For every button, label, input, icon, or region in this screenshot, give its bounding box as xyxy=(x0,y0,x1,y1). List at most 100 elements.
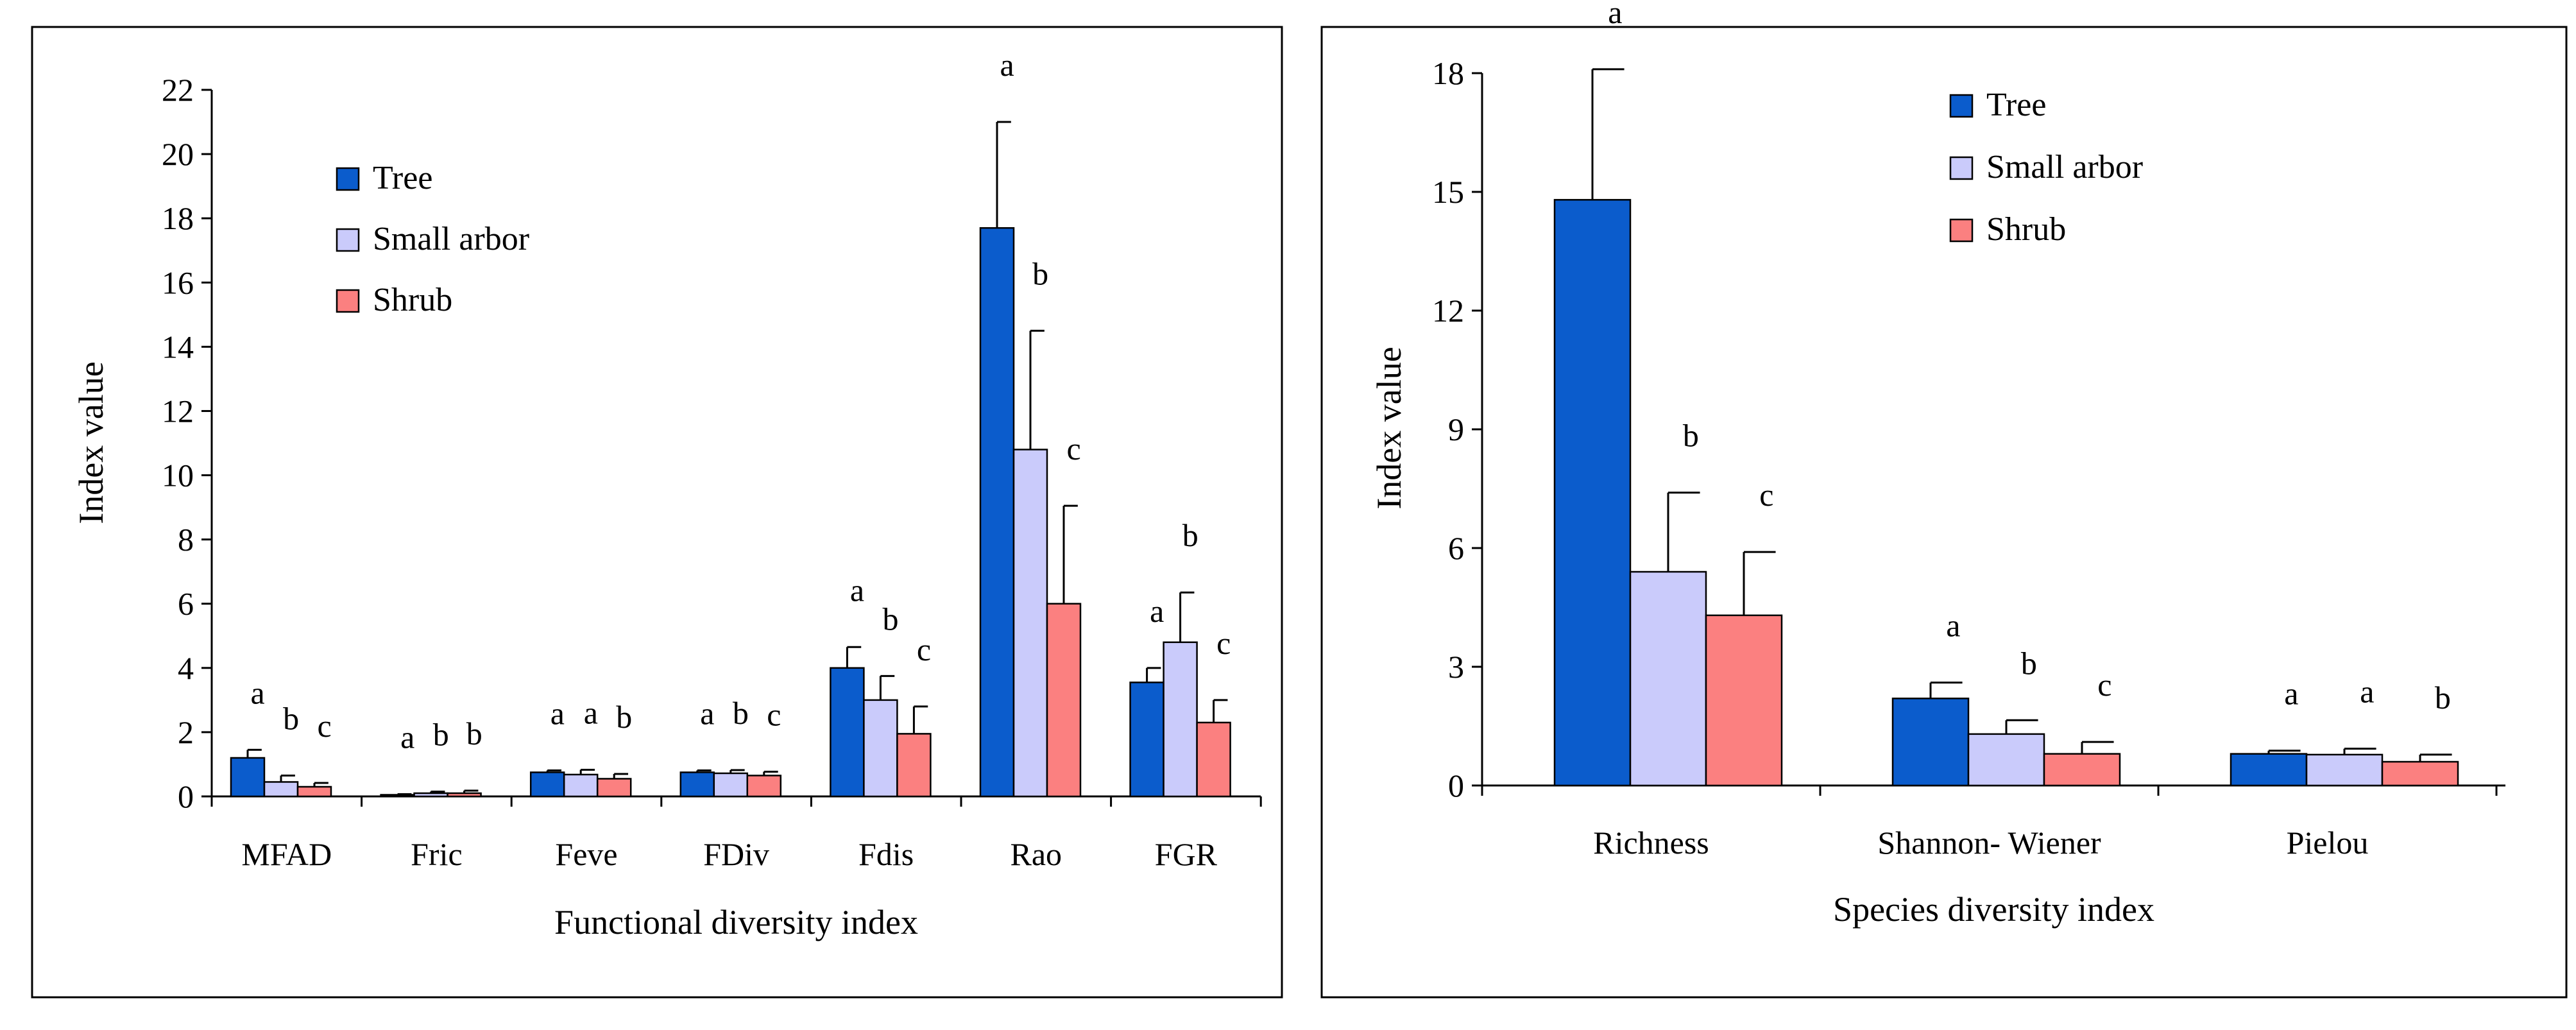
legend-swatch-shrub xyxy=(336,289,360,313)
bar-shrub xyxy=(296,785,332,798)
bar-small_arbor xyxy=(863,699,898,798)
significance-letter: c xyxy=(917,631,931,667)
x-tick-label: Shannon- Wiener xyxy=(1877,825,2101,861)
chart-1: 0 2 4 6 8 10 12 14 16 18 20 22 MFAD Fric Feve FDiv Fdis R… xyxy=(72,47,1262,941)
x-tick-label: FGR xyxy=(1155,836,1218,872)
bar-small_arbor xyxy=(1967,733,2045,787)
bar-tree xyxy=(230,757,266,798)
legend-label: Tree xyxy=(1986,87,2046,123)
significance-letter: c xyxy=(1759,477,1773,513)
bar-small_arbor xyxy=(563,773,599,798)
legend-swatch-tree xyxy=(1949,94,1974,118)
y-tick-label: 9 xyxy=(1448,411,1464,447)
chart-2: 0 3 6 9 12 15 18 Richness Shannon- Wiener Pielou a… xyxy=(1370,0,2505,929)
significance-letter: a xyxy=(2284,676,2298,712)
significance-letter: b xyxy=(616,699,632,735)
x-tick-label: MFAD xyxy=(241,836,332,872)
significance-letter: c xyxy=(1216,625,1231,661)
significance-letter: b xyxy=(1032,255,1048,291)
legend-swatch-shrub xyxy=(1949,218,1974,243)
bar-tree xyxy=(2230,753,2308,787)
x-tick-label: Feve xyxy=(555,836,617,872)
bar-small_arbor xyxy=(1629,571,1707,787)
significance-letter: a xyxy=(2360,674,2374,710)
bar-shrub xyxy=(896,733,932,798)
y-tick-label: 15 xyxy=(1432,174,1464,210)
y-tick-label: 10 xyxy=(162,458,194,494)
legend-label: Shrub xyxy=(1986,211,2066,248)
bar-shrub xyxy=(596,778,632,798)
x-axis-label: Species diversity index xyxy=(1833,890,2154,929)
y-tick-label: 18 xyxy=(1432,55,1464,91)
legend-swatch-small_arbor xyxy=(1949,156,1974,180)
significance-letter: b xyxy=(2435,680,2451,716)
significance-letter: a xyxy=(250,674,264,710)
legend-label: Small arbor xyxy=(1986,149,2143,185)
significance-letter: b xyxy=(1182,517,1198,553)
significance-letter: a xyxy=(400,719,414,755)
legend-swatch-small_arbor xyxy=(336,228,360,252)
significance-letter: a xyxy=(1946,608,1960,644)
y-tick-label: 22 xyxy=(162,72,194,108)
significance-letter: b xyxy=(733,695,749,731)
significance-letter: c xyxy=(767,696,781,732)
significance-letter: c xyxy=(317,708,331,744)
bar-small_arbor xyxy=(713,772,749,798)
bar-small_arbor xyxy=(1163,641,1198,798)
significance-letter: a xyxy=(584,694,598,730)
bar-tree xyxy=(529,771,565,798)
legend-swatch-tree xyxy=(336,167,360,191)
y-tick-label: 20 xyxy=(162,136,194,172)
significance-letter: a xyxy=(1000,47,1014,83)
significance-letter: b xyxy=(466,716,482,751)
y-tick-label: 6 xyxy=(178,586,194,622)
x-tick-label: Fdis xyxy=(858,836,914,872)
bar-shrub xyxy=(1705,614,1783,787)
y-axis-label: Index value xyxy=(1370,347,1408,509)
significance-letter: b xyxy=(2021,645,2037,681)
significance-letter: b xyxy=(283,700,299,736)
y-tick-label: 2 xyxy=(178,714,194,750)
significance-letter: a xyxy=(550,695,565,731)
bar-tree xyxy=(679,771,715,798)
bar-small_arbor xyxy=(1012,449,1048,798)
y-tick-label: 0 xyxy=(178,778,194,814)
bar-tree xyxy=(1891,698,1970,787)
significance-letter: a xyxy=(1608,0,1622,30)
bar-small_arbor xyxy=(413,792,448,798)
bar-shrub xyxy=(447,792,482,798)
legend-label: Small arbor xyxy=(373,221,529,257)
y-tick-label: 3 xyxy=(1448,649,1464,685)
bar-small_arbor xyxy=(263,781,299,798)
y-tick-label: 16 xyxy=(162,264,194,300)
x-tick-label: Richness xyxy=(1593,825,1709,861)
x-tick-label: FDiv xyxy=(703,836,769,872)
y-tick-label: 0 xyxy=(1448,768,1464,803)
bar-shrub xyxy=(2043,753,2121,787)
significance-letter: a xyxy=(1150,593,1164,629)
x-tick-label: Fric xyxy=(411,836,463,872)
y-tick-label: 8 xyxy=(178,522,194,558)
x-tick-label: Pielou xyxy=(2287,825,2369,861)
panel-frame-right xyxy=(1320,26,2568,999)
y-tick-label: 12 xyxy=(162,393,194,429)
bar-shrub xyxy=(1196,721,1231,798)
bar-shrub xyxy=(746,775,782,798)
x-axis-label: Functional diversity index xyxy=(554,903,918,941)
bar-shrub xyxy=(2381,760,2459,787)
bar-tree xyxy=(830,667,865,798)
significance-letter: b xyxy=(433,716,449,752)
bar-tree xyxy=(979,227,1015,798)
y-tick-label: 14 xyxy=(162,329,194,365)
bar-small_arbor xyxy=(2305,753,2384,787)
bar-tree xyxy=(1129,682,1164,798)
y-tick-label: 4 xyxy=(178,650,194,686)
bar-shrub xyxy=(1046,603,1082,798)
y-tick-label: 6 xyxy=(1448,530,1464,566)
x-tick-label: Rao xyxy=(1011,836,1062,872)
y-tick-label: 18 xyxy=(162,200,194,236)
significance-letter: a xyxy=(850,572,864,608)
significance-letter: c xyxy=(1066,431,1080,467)
